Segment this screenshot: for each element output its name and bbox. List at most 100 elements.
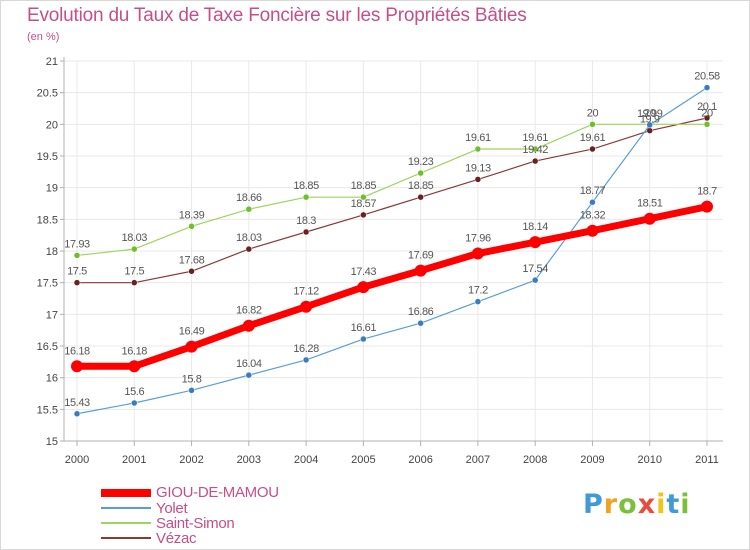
data-point	[529, 236, 542, 249]
x-tick-label: 2009	[580, 454, 604, 466]
data-point	[73, 410, 81, 418]
series-line-0	[73, 203, 711, 370]
proxiti-logo-letter: r	[603, 489, 619, 520]
data-point	[643, 212, 656, 225]
data-label: 17.43	[351, 266, 377, 278]
y-tick-label: 17.5	[37, 278, 58, 290]
y-tick-label: 16	[46, 373, 58, 385]
data-label: 19.13	[465, 162, 491, 174]
data-label: 15.8	[182, 373, 202, 385]
data-label: 20	[587, 107, 599, 119]
proxiti-logo-letter: P	[583, 489, 604, 520]
data-label: 20	[644, 107, 656, 119]
y-tick-label: 15	[46, 436, 58, 448]
data-point	[245, 245, 253, 253]
data-point	[357, 281, 370, 294]
data-label: 18.66	[236, 192, 262, 204]
y-tick-label: 15.5	[37, 404, 58, 416]
data-label: 15.43	[64, 397, 90, 409]
data-label: 16.61	[351, 322, 377, 334]
proxiti-logo-letter: t	[666, 489, 681, 520]
proxiti-logo-letter: i	[656, 489, 667, 520]
data-point	[73, 252, 81, 259]
y-tick-label: 21	[46, 56, 58, 68]
data-point	[417, 193, 424, 201]
data-label: 16.18	[122, 345, 148, 357]
data-point	[131, 245, 138, 253]
data-point	[646, 121, 653, 129]
legend-label-vezac: Vézac	[156, 530, 197, 547]
x-tick-label: 2007	[466, 454, 490, 466]
legend-label-saint-simon: Saint-Simon	[156, 515, 235, 532]
data-label: 19.23	[408, 156, 434, 168]
data-label: 18.51	[637, 198, 663, 210]
data-point	[589, 121, 596, 128]
data-label: 17.96	[465, 233, 491, 245]
x-tick-label: 2006	[408, 454, 432, 466]
data-label: 17.5	[67, 266, 87, 278]
data-label: 19.42	[522, 144, 548, 156]
data-label: 18.3	[296, 215, 316, 227]
data-point	[185, 340, 198, 353]
data-point	[701, 200, 713, 213]
data-point	[417, 319, 424, 327]
data-point	[417, 169, 424, 177]
x-tick-label: 2004	[294, 454, 318, 466]
data-label: 18.85	[351, 180, 377, 192]
data-point	[589, 145, 596, 153]
data-label: 20.58	[694, 71, 720, 83]
series-line-3	[76, 117, 708, 284]
data-point	[531, 276, 539, 284]
data-point	[474, 145, 482, 153]
data-point	[245, 371, 253, 379]
series-line-1	[76, 86, 708, 415]
y-tick-label: 20	[46, 119, 58, 131]
data-point	[131, 399, 138, 407]
data-point	[360, 211, 367, 219]
x-tick-label: 2010	[637, 454, 661, 466]
data-point	[703, 114, 711, 122]
data-point	[128, 360, 141, 373]
chart-subtitle: (en %)	[27, 31, 60, 43]
legend-swatch-yolet	[101, 507, 151, 509]
data-label: 17.68	[179, 254, 205, 266]
data-label: 15.6	[124, 386, 144, 398]
data-point	[300, 300, 313, 313]
data-point	[302, 228, 310, 236]
x-tick-label: 2003	[237, 454, 261, 466]
data-point	[474, 176, 482, 183]
series-line-2	[76, 123, 708, 257]
y-tick-label: 20.5	[37, 88, 58, 100]
data-label: 18.57	[351, 198, 377, 210]
legend-swatch-giou-de-mamou	[101, 489, 151, 497]
data-point	[242, 319, 255, 332]
data-point	[703, 121, 711, 128]
data-point	[360, 193, 367, 201]
y-tick-label: 18	[46, 246, 58, 258]
data-point	[71, 360, 83, 373]
legend-label-yolet: Yolet	[156, 500, 188, 517]
x-tick-label: 2005	[351, 454, 375, 466]
data-label: 19.9	[640, 114, 660, 126]
data-label: 19.61	[580, 132, 606, 144]
x-tick-label: 2001	[122, 454, 146, 466]
proxiti-logo-letter: x	[637, 489, 657, 520]
data-point	[531, 145, 539, 153]
data-label: 17.93	[64, 238, 90, 250]
data-label: 18.14	[522, 221, 548, 233]
data-label: 17.12	[293, 286, 319, 298]
data-label: 18.7	[697, 186, 717, 198]
data-point	[302, 356, 310, 364]
y-tick-label: 19	[46, 183, 58, 195]
data-point	[471, 247, 484, 260]
data-label: 20	[701, 107, 713, 119]
data-label: 18.03	[236, 232, 262, 244]
data-label: 16.28	[293, 343, 319, 355]
data-point	[589, 198, 596, 206]
data-label: 17.5	[124, 266, 144, 278]
line-chart: 15 15.5 16 16.5 17 17.5 18 18.5 19 19.5 20 20.5 21 20…	[37, 56, 723, 466]
x-tick-label: 2002	[179, 454, 203, 466]
data-point	[302, 193, 310, 201]
data-label: 17.54	[522, 263, 548, 275]
